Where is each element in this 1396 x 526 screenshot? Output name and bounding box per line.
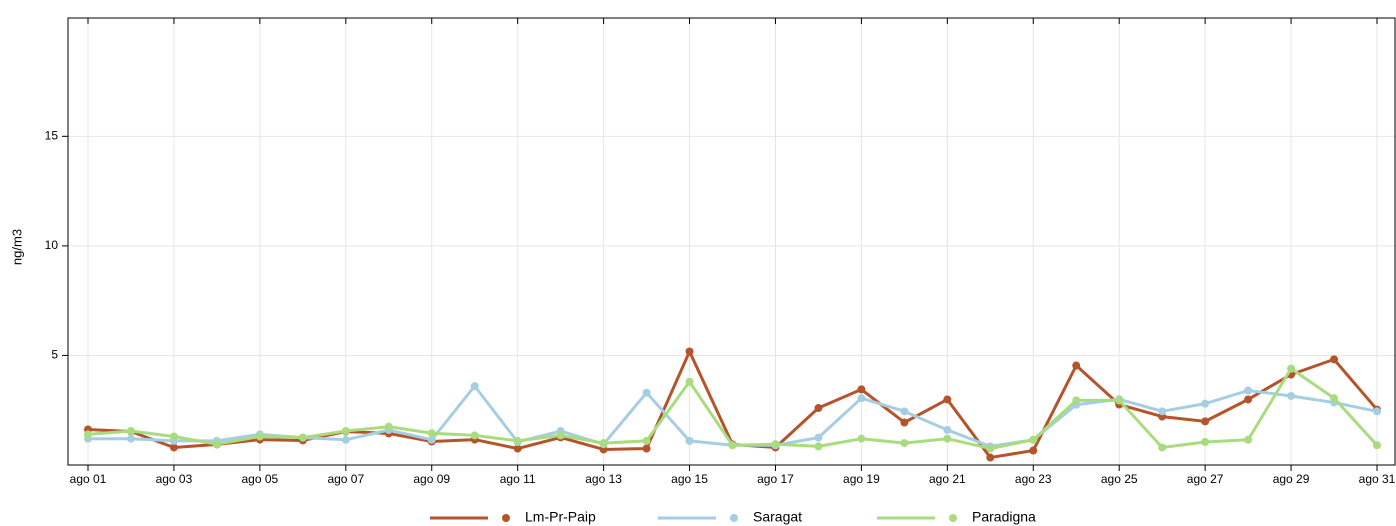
data-point (298, 433, 307, 442)
data-point (685, 377, 694, 386)
data-point (341, 427, 350, 436)
data-point (1072, 361, 1081, 370)
data-point (1244, 395, 1253, 404)
x-tick-label: ago 27 (1187, 472, 1224, 486)
data-point (1072, 396, 1081, 405)
x-tick-label: ago 23 (1015, 472, 1052, 486)
data-point (470, 431, 479, 440)
data-point (1201, 437, 1210, 446)
data-point (1330, 355, 1339, 364)
data-point (642, 436, 651, 445)
x-tick-label: ago 17 (757, 472, 794, 486)
x-tick-label: ago 25 (1101, 472, 1138, 486)
data-point (1158, 443, 1167, 452)
x-tick-label: ago 07 (327, 472, 364, 486)
data-point (900, 439, 909, 448)
x-tick-label: ago 11 (500, 472, 536, 486)
data-point (126, 427, 135, 436)
y-tick-label: 15 (45, 128, 59, 142)
x-tick-label: ago 19 (843, 472, 880, 486)
data-point (1201, 399, 1210, 408)
data-point (642, 388, 651, 397)
data-point (814, 442, 823, 451)
data-point (599, 439, 608, 448)
x-tick-label: ago 13 (585, 472, 622, 486)
data-point (513, 436, 522, 445)
data-point (900, 407, 909, 416)
data-point (1029, 446, 1038, 455)
x-tick-label: ago 01 (70, 472, 107, 486)
data-point (857, 394, 866, 403)
x-tick-label: ago 21 (929, 472, 966, 486)
data-point (384, 422, 393, 431)
data-point (1115, 396, 1124, 405)
data-point (556, 431, 565, 440)
data-point (513, 444, 522, 453)
x-tick-label: ago 31 (1359, 472, 1396, 486)
data-point (814, 433, 823, 442)
data-point (1158, 407, 1167, 416)
data-point (728, 441, 737, 450)
legend-dot (730, 514, 738, 522)
data-point (1287, 391, 1296, 400)
data-point (427, 435, 436, 444)
data-point (857, 385, 866, 394)
data-point (642, 444, 651, 453)
data-point (1373, 407, 1381, 416)
data-point (943, 395, 952, 404)
x-tick-label: ago 29 (1273, 472, 1310, 486)
data-point (943, 425, 952, 434)
data-point (169, 432, 178, 441)
data-point (986, 453, 995, 462)
x-tick-label: ago 09 (413, 472, 450, 486)
data-point (470, 382, 479, 391)
data-point (1373, 441, 1381, 450)
legend-label: Saragat (753, 509, 802, 525)
data-point (1201, 417, 1210, 426)
legend-label: Paradigna (972, 509, 1036, 525)
x-tick-label: ago 03 (156, 472, 193, 486)
data-point (857, 434, 866, 443)
legend-label: Lm-Pr-Paip (525, 509, 596, 525)
legend-dot (502, 514, 510, 522)
y-tick-label: 10 (45, 238, 59, 252)
data-point (943, 434, 952, 443)
data-point (427, 429, 436, 438)
data-point (126, 434, 135, 443)
y-axis-label: ng/m3 (9, 229, 24, 265)
data-point (169, 443, 178, 452)
plot-frame (67, 17, 1396, 466)
data-point (212, 440, 221, 449)
y-tick-label: 5 (51, 348, 58, 362)
data-point (341, 435, 350, 444)
data-point (1029, 435, 1038, 444)
data-point (84, 430, 92, 439)
data-point (814, 404, 823, 413)
data-point (1287, 364, 1296, 373)
data-point (1244, 435, 1253, 444)
data-point (1330, 394, 1339, 403)
x-tick-label: ago 15 (671, 472, 708, 486)
x-tick-label: ago 05 (242, 472, 279, 486)
data-point (685, 347, 694, 356)
data-point (986, 444, 995, 453)
legend-dot (949, 514, 957, 522)
data-point (900, 418, 909, 427)
data-point (1244, 386, 1253, 395)
data-point (255, 432, 264, 441)
data-point (771, 440, 780, 449)
data-point (685, 436, 694, 445)
